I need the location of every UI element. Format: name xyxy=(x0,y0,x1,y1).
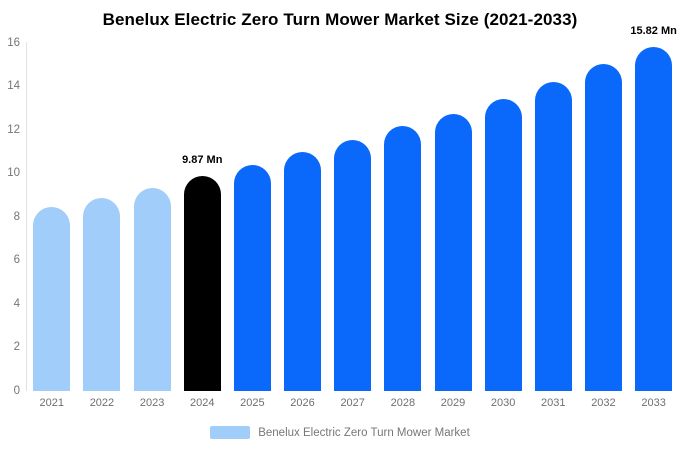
x-axis-label-2026: 2026 xyxy=(290,397,315,409)
x-axis-label-2030: 2030 xyxy=(490,397,516,409)
bar-2028[interactable] xyxy=(384,126,422,391)
bar-value-label-2024: 9.87 Mn xyxy=(182,153,223,166)
y-tick-label: 4 xyxy=(13,297,20,310)
y-axis-line xyxy=(26,42,27,391)
x-axis-label-2031: 2031 xyxy=(541,397,566,409)
bar-2023[interactable] xyxy=(133,188,171,391)
x-axis-label-2027: 2027 xyxy=(340,397,365,409)
y-tick-label: 0 xyxy=(13,384,20,397)
x-axis-label-2033: 2033 xyxy=(641,397,666,409)
bar-value-label-2033: 15.82 Mn xyxy=(630,24,677,37)
y-tick-label: 8 xyxy=(13,210,20,223)
bar-2022[interactable] xyxy=(83,197,121,391)
bar-2026[interactable] xyxy=(284,152,322,391)
y-tick-label: 16 xyxy=(7,36,20,49)
chart-title: Benelux Electric Zero Turn Mower Market … xyxy=(102,10,578,29)
y-tick-label: 12 xyxy=(7,123,20,136)
y-tick-label: 14 xyxy=(7,80,20,93)
x-axis-label-2029: 2029 xyxy=(440,397,466,409)
x-axis-label-2023: 2023 xyxy=(139,397,165,409)
bar-2021[interactable] xyxy=(33,206,71,391)
bar-2025[interactable] xyxy=(233,165,271,391)
x-axis-label-2022: 2022 xyxy=(89,397,115,409)
x-axis-label-2028: 2028 xyxy=(390,397,416,409)
x-axis-label-2021: 2021 xyxy=(39,397,65,409)
y-tick-label: 2 xyxy=(13,341,20,354)
x-axis-label-2024: 2024 xyxy=(190,397,215,409)
bar-2024[interactable] xyxy=(183,175,221,391)
x-axis-label-2032: 2032 xyxy=(591,397,616,409)
y-tick-label: 6 xyxy=(13,254,20,267)
bar-2029[interactable] xyxy=(434,114,472,391)
legend-label: Benelux Electric Zero Turn Mower Market xyxy=(258,426,470,439)
bar-2030[interactable] xyxy=(484,98,522,391)
legend-swatch xyxy=(210,426,251,439)
bar-2027[interactable] xyxy=(334,140,372,391)
bar-2031[interactable] xyxy=(534,81,572,391)
y-tick-label: 10 xyxy=(7,167,20,180)
bar-2033[interactable] xyxy=(635,46,673,391)
bar-2032[interactable] xyxy=(584,64,622,391)
x-axis-label-2025: 2025 xyxy=(240,397,265,409)
legend-item[interactable]: Benelux Electric Zero Turn Mower Market xyxy=(0,426,680,439)
